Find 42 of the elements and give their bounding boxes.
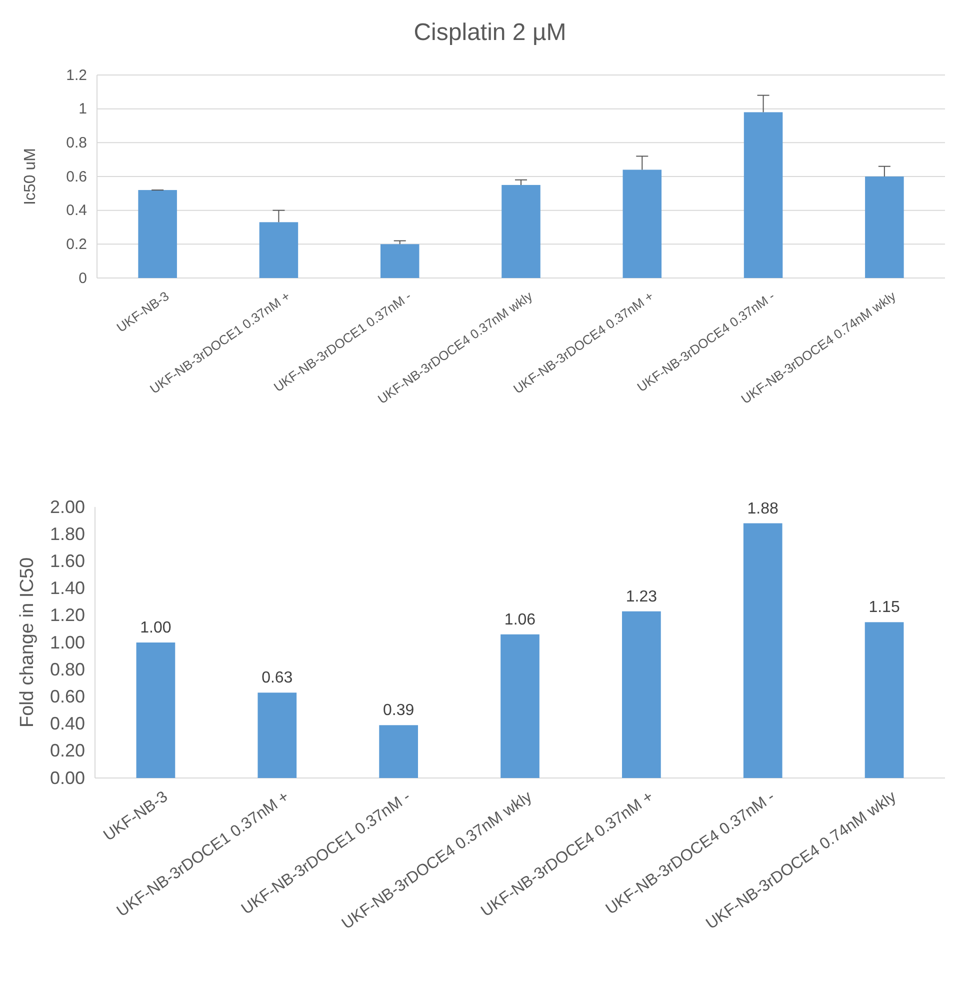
y-tick-label: 0.6 (66, 168, 87, 186)
bar (138, 190, 177, 278)
y-tick-label: 0.4 (66, 202, 87, 220)
bar (864, 622, 904, 778)
bar (380, 244, 420, 278)
data-label: 0.39 (383, 702, 414, 720)
bar (622, 611, 661, 778)
y-tick-label: 1.2 (66, 66, 87, 84)
bar (743, 523, 782, 778)
y-tick-label: 0.2 (66, 236, 87, 253)
y-tick-label: 1.40 (50, 578, 85, 598)
y-tick-label: 0.00 (50, 768, 85, 788)
data-label: 0.63 (262, 670, 293, 687)
bar (136, 642, 176, 778)
data-label: 1.88 (747, 500, 779, 518)
data-label: 1.00 (140, 620, 172, 636)
y-tick-label: 0.60 (50, 686, 85, 706)
y-axis-title: Ic50 uM (22, 148, 39, 205)
y-tick-label: 1.60 (50, 550, 85, 571)
data-label: 1.23 (626, 588, 658, 606)
data-label: 1.06 (504, 611, 536, 628)
bar (502, 184, 540, 278)
y-tick-label: 0.8 (66, 134, 87, 152)
y-tick-label: 0.80 (50, 659, 85, 680)
bar (865, 176, 904, 278)
data-label: 1.15 (868, 599, 900, 616)
y-tick-label: 1.80 (50, 524, 85, 544)
chart-title: Cisplatin 2 µM (414, 19, 566, 46)
y-tick-label: 1.20 (50, 605, 85, 626)
y-tick-label: 2.00 (50, 496, 85, 517)
bar (500, 634, 540, 778)
bar (259, 222, 298, 278)
y-tick-label: 1 (78, 100, 87, 118)
bar (622, 170, 662, 278)
y-tick-label: 0.40 (50, 714, 85, 734)
bar (258, 692, 297, 778)
bar (744, 112, 783, 278)
y-tick-label: 0.20 (50, 740, 85, 761)
bar (379, 725, 418, 778)
y-tick-label: 0 (78, 270, 87, 287)
y-axis-title: Fold change in IC50 (17, 557, 38, 728)
y-tick-label: 1.00 (50, 632, 85, 652)
